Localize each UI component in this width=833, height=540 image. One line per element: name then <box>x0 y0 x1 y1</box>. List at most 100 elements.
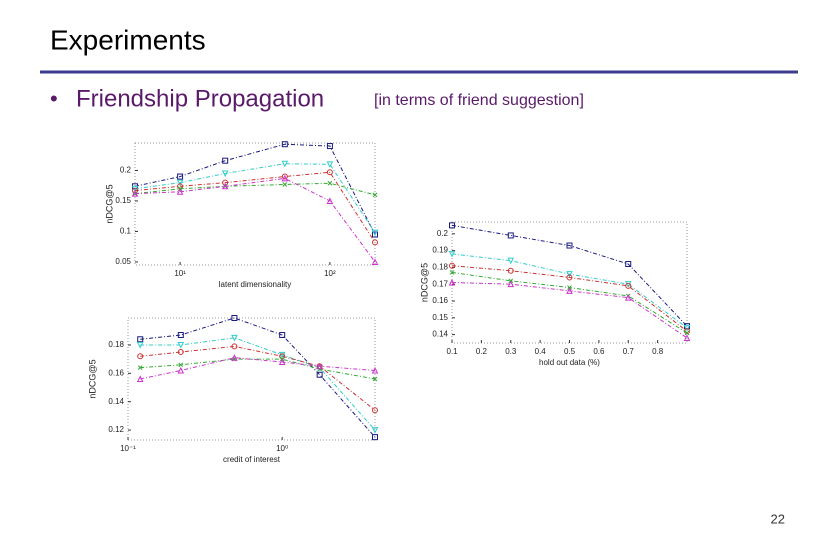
series-line <box>451 265 688 332</box>
y-tick-label: 0.16 <box>108 368 124 377</box>
marker <box>684 330 690 336</box>
series-line <box>140 345 376 411</box>
marker <box>566 271 573 278</box>
marker <box>372 192 378 198</box>
marker <box>507 280 515 288</box>
y-axis-label: nDCG@5 <box>419 263 429 302</box>
x-tick-label: 10² <box>324 269 336 278</box>
series-line <box>451 224 688 327</box>
marker <box>448 278 456 286</box>
series-line <box>140 317 376 438</box>
x-tick-label: 0.5 <box>564 347 576 356</box>
marker <box>177 332 184 339</box>
marker <box>177 349 184 356</box>
marker <box>222 157 229 164</box>
marker <box>177 341 185 349</box>
marker <box>281 174 289 182</box>
marker <box>449 262 455 269</box>
y-tick-label: 0.18 <box>432 262 448 271</box>
marker <box>372 239 378 246</box>
marker <box>326 161 334 168</box>
marker <box>221 170 229 178</box>
marker <box>507 232 514 239</box>
marker <box>137 336 144 343</box>
marker <box>625 282 632 289</box>
y-axis-label: nDCG@5 <box>87 359 97 398</box>
marker <box>507 257 515 265</box>
x-tick-label: 0.1 <box>446 347 458 356</box>
marker <box>625 261 632 268</box>
plot-frame <box>127 317 376 441</box>
x-axis-label: credit of interest <box>223 455 281 464</box>
marker <box>371 229 379 237</box>
y-tick-label: 0.14 <box>432 330 448 339</box>
marker <box>176 179 184 187</box>
marker <box>371 427 379 434</box>
marker <box>137 365 143 371</box>
marker <box>278 358 286 365</box>
series-line <box>134 177 376 263</box>
marker <box>683 324 691 332</box>
marker <box>231 343 238 350</box>
marker <box>231 315 238 321</box>
slide-title: Experiments <box>50 24 206 55</box>
y-tick-label: 0.19 <box>432 246 448 255</box>
x-tick-label: 0.4 <box>535 347 547 356</box>
marker <box>372 231 378 238</box>
marker <box>448 250 456 258</box>
marker <box>683 334 691 341</box>
marker <box>566 242 573 249</box>
marker <box>231 334 238 342</box>
marker <box>221 182 229 190</box>
marker <box>371 258 379 265</box>
marker <box>281 173 288 180</box>
marker <box>279 332 286 339</box>
y-tick-label: 0.12 <box>108 425 124 434</box>
series-line <box>134 182 376 196</box>
x-tick-label: 10⁰ <box>276 444 288 453</box>
marker <box>326 169 333 176</box>
series-line <box>134 171 376 243</box>
marker <box>326 143 333 150</box>
series-line <box>134 143 376 235</box>
y-tick-label: 0.16 <box>432 296 448 305</box>
series-line <box>140 357 376 380</box>
y-tick-label: 0.2 <box>120 166 132 175</box>
marker <box>131 190 139 197</box>
series-line <box>451 282 688 339</box>
y-tick-label: 0.17 <box>432 279 448 288</box>
marker <box>449 270 455 275</box>
marker <box>624 294 632 301</box>
x-tick-label: 0.2 <box>476 347 488 356</box>
series-line <box>140 337 376 431</box>
marker <box>507 267 514 274</box>
marker <box>136 341 144 349</box>
marker <box>178 362 184 368</box>
x-tick-label: 10¹ <box>174 269 186 278</box>
y-tick-label: 0.14 <box>108 397 124 406</box>
marker <box>449 222 455 229</box>
marker <box>327 180 333 186</box>
x-tick-label: 0.7 <box>623 347 635 356</box>
marker <box>231 354 238 361</box>
series-line <box>140 358 376 380</box>
series-line <box>134 163 376 233</box>
marker <box>137 353 144 360</box>
marker <box>372 407 378 414</box>
y-tick-label: 0.2 <box>437 229 449 238</box>
marker <box>326 197 334 204</box>
series-line <box>451 253 688 329</box>
marker <box>316 371 323 378</box>
bullet-text: Friendship Propagation <box>76 85 324 112</box>
marker <box>281 160 289 168</box>
marker <box>177 173 184 180</box>
marker <box>177 366 185 374</box>
marker <box>566 274 573 281</box>
marker <box>372 434 378 441</box>
page-number: 22 <box>771 511 785 526</box>
marker <box>136 375 144 382</box>
plot-frame <box>134 142 376 266</box>
x-tick-label: 0.8 <box>652 347 664 356</box>
